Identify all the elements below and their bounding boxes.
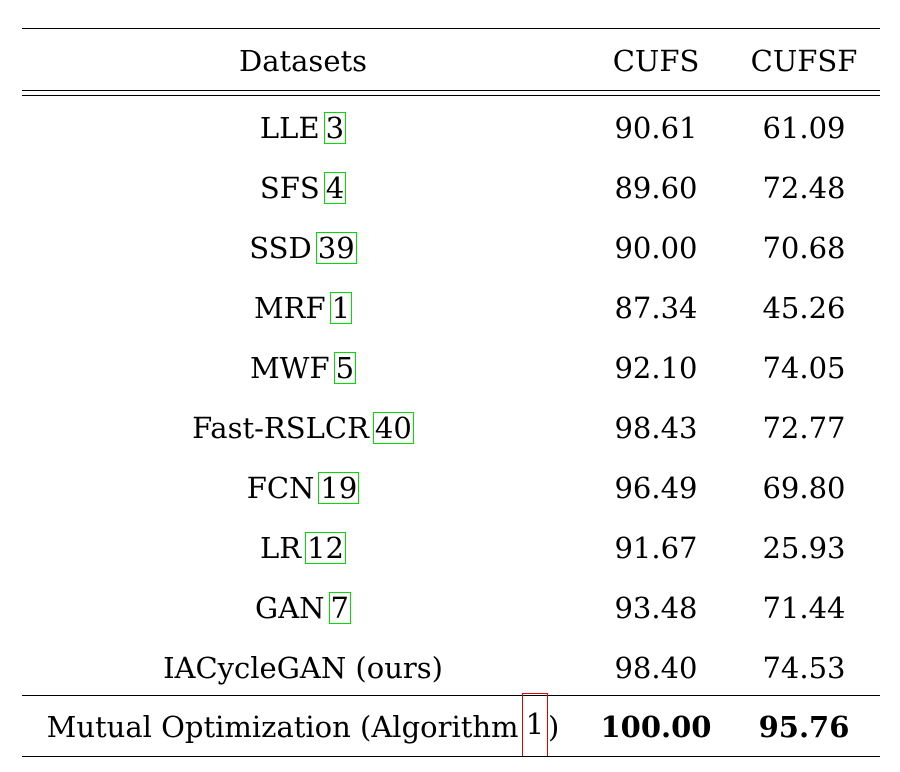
table-row: IACycleGAN (ours) 98.40 74.53	[22, 638, 880, 698]
row-method: IACycleGAN (ours)	[22, 638, 584, 698]
row-cufsf-value: 69.80	[762, 471, 846, 505]
final-row-rule	[22, 695, 880, 696]
method-label: SFS	[259, 171, 320, 205]
header-row: Datasets CUFS CUFSF	[22, 31, 880, 91]
row-cufsf-value: 72.48	[762, 171, 846, 205]
citation-link[interactable]: 3	[323, 111, 347, 145]
row-cufs-value: 96.49	[614, 471, 698, 505]
method-label: LLE	[259, 111, 320, 145]
row-cufs-value: 92.10	[614, 351, 698, 385]
table-row: FCN 19 96.49 69.80	[22, 458, 880, 518]
row-cufsf-value: 72.77	[762, 411, 846, 445]
row-cufs-value: 98.40	[614, 651, 698, 685]
method-label: GAN	[255, 591, 325, 625]
final-method-close: )	[548, 710, 560, 744]
citation-link[interactable]: 5	[333, 351, 357, 385]
row-cufs-value: 91.67	[614, 531, 698, 565]
final-row-method: Mutual Optimization (Algorithm 1)	[22, 693, 584, 757]
table-row: MRF 1 87.34 45.26	[22, 278, 880, 338]
table-row: SFS 4 89.60 72.48	[22, 158, 880, 218]
final-row-cufsf: 95.76	[758, 710, 850, 744]
citation-link[interactable]: 12	[305, 531, 346, 565]
method-label: MWF	[249, 351, 330, 385]
row-cufs-value: 87.34	[614, 291, 698, 325]
header-cufsf: CUFSF	[750, 44, 858, 78]
table-row: MWF 5 92.10 74.05	[22, 338, 880, 398]
header-cufs: CUFS	[612, 44, 700, 78]
row-method: SFS 4	[22, 158, 584, 218]
final-row: Mutual Optimization (Algorithm 1) 100.00 …	[22, 693, 880, 757]
algorithm-ref-link[interactable]: 1	[521, 693, 549, 757]
row-cufsf-value: 71.44	[762, 591, 846, 625]
method-label: Fast-RSLCR	[192, 411, 369, 445]
method-label: SSD	[249, 231, 312, 265]
row-cufs-value: 90.00	[614, 231, 698, 265]
header-datasets: Datasets	[238, 44, 368, 78]
row-method: MRF 1	[22, 278, 584, 338]
row-cufsf-value: 25.93	[762, 531, 846, 565]
method-label: IACycleGAN (ours)	[163, 651, 443, 685]
row-method: GAN 7	[22, 578, 584, 638]
citation-link[interactable]: 39	[315, 231, 357, 265]
row-method: FCN 19	[22, 458, 584, 518]
citation-link[interactable]: 7	[328, 591, 351, 625]
row-cufs-value: 98.43	[614, 411, 698, 445]
row-method: Fast-RSLCR 40	[22, 398, 584, 458]
row-cufs-value: 93.48	[614, 591, 698, 625]
row-cufsf-value: 45.26	[762, 291, 846, 325]
method-label: LR	[260, 531, 302, 565]
citation-link[interactable]: 40	[372, 411, 414, 445]
row-cufsf-value: 61.09	[762, 111, 846, 145]
method-label: MRF	[253, 291, 326, 325]
header-double-rule-bottom	[22, 95, 880, 96]
top-rule	[22, 28, 880, 29]
row-cufsf-value: 74.05	[762, 351, 846, 385]
table-row: LR 12 91.67 25.93	[22, 518, 880, 578]
bottom-rule	[22, 756, 880, 757]
row-method: SSD 39	[22, 218, 584, 278]
table-row: SSD 39 90.00 70.68	[22, 218, 880, 278]
citation-link[interactable]: 19	[318, 471, 360, 505]
table-row: LLE 3 90.61 61.09	[22, 98, 880, 158]
final-method-label: Mutual Optimization (Algorithm	[46, 710, 519, 744]
row-cufs-value: 89.60	[614, 171, 698, 205]
row-cufsf-value: 70.68	[762, 231, 846, 265]
row-method: LR 12	[22, 518, 584, 578]
citation-link[interactable]: 1	[329, 291, 353, 325]
row-method: MWF 5	[22, 338, 584, 398]
method-label: FCN	[246, 471, 315, 505]
citation-link[interactable]: 4	[323, 171, 347, 205]
final-row-cufs: 100.00	[600, 710, 712, 744]
row-cufs-value: 90.61	[614, 111, 698, 145]
row-cufsf-value: 74.53	[762, 651, 846, 685]
table-row: Fast-RSLCR 40 98.43 72.77	[22, 398, 880, 458]
header-double-rule-top	[22, 90, 880, 91]
table-row: GAN 7 93.48 71.44	[22, 578, 880, 638]
row-method: LLE 3	[22, 98, 584, 158]
